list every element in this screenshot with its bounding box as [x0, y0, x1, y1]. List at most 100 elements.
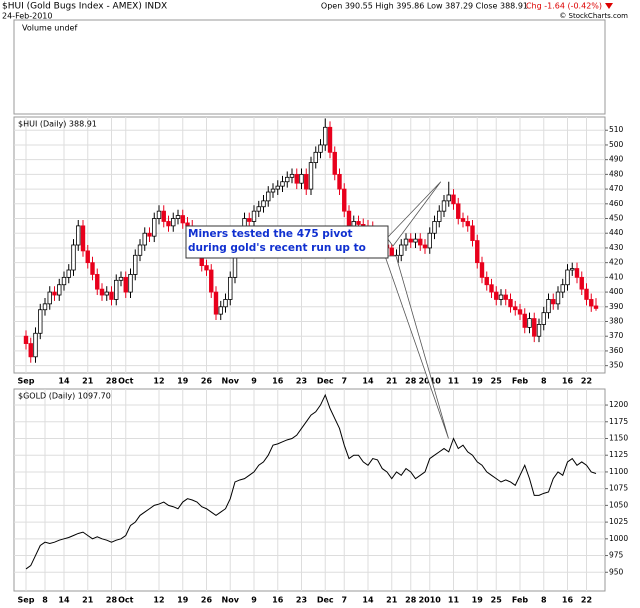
candle-body	[152, 218, 157, 237]
y-tick-label: 1075	[609, 484, 628, 493]
x-tick-label: 16	[562, 377, 574, 386]
x-tick-label: Sep	[18, 596, 35, 605]
x-tick-label: 21	[386, 596, 398, 605]
candle-body	[508, 299, 513, 308]
candle-body	[479, 262, 485, 278]
candle-body	[128, 274, 133, 293]
candle-body	[332, 151, 337, 175]
x-tick-label: 9	[251, 377, 257, 386]
x-tick-label: 22	[581, 377, 592, 386]
candle-body	[104, 291, 109, 296]
x-tick-label: 21	[386, 377, 398, 386]
x-tick-label: 23	[296, 596, 307, 605]
candle-body	[536, 324, 542, 337]
x-tick-label: 19	[472, 377, 484, 386]
candle-body	[432, 221, 437, 234]
candle-body	[280, 181, 285, 187]
y-tick-label: 440	[609, 228, 624, 237]
volume-panel	[13, 19, 606, 115]
x-tick-label: Dec	[317, 596, 334, 605]
candle-body	[418, 238, 423, 246]
annotation-box	[185, 225, 389, 259]
x-tick-label: Oct	[118, 377, 134, 386]
candle-body	[175, 215, 181, 219]
candle-body	[513, 306, 518, 311]
x-tick-label: 19	[177, 377, 189, 386]
candle-body	[180, 215, 185, 224]
candle-body	[403, 238, 409, 246]
x-tick-label: 16	[562, 596, 574, 605]
candle-body	[147, 232, 152, 237]
candle-body	[489, 284, 494, 293]
y-tick-label: 1200	[609, 400, 628, 409]
candle-body	[118, 276, 124, 281]
candle-body	[570, 268, 575, 271]
candle-body	[38, 309, 43, 334]
y-tick-label: 480	[609, 169, 624, 178]
annotation: Miners tested the 475 pivot during gold'…	[188, 228, 366, 257]
candle-body	[555, 291, 561, 305]
candle-body	[584, 288, 589, 300]
volume-label: Volume undef	[22, 24, 77, 33]
x-tick-label: 21	[82, 596, 94, 605]
x-tick-label: 11	[448, 377, 460, 386]
y-tick-label: 1100	[609, 467, 628, 476]
x-tick-label: 9	[251, 596, 257, 605]
candle-body	[204, 265, 209, 271]
x-tick-label: 21	[82, 377, 94, 386]
x-tick-label: 8	[42, 596, 48, 605]
candle-body	[408, 238, 413, 243]
candle-body	[142, 232, 147, 246]
candle-body	[66, 269, 71, 278]
y-tick-label: 430	[609, 243, 624, 252]
y-tick-label: 390	[609, 302, 624, 311]
x-tick-label: 7	[341, 596, 347, 605]
candle-body	[456, 203, 461, 219]
candle-body	[23, 335, 29, 344]
candle-body	[251, 210, 257, 222]
y-tick-label: 350	[609, 361, 624, 370]
candle-body	[80, 225, 86, 252]
y-tick-label: 1000	[609, 534, 628, 543]
candle-body	[593, 305, 599, 309]
y-tick-label: 470	[609, 184, 624, 193]
candle-body	[337, 173, 342, 190]
y-tick-label: 400	[609, 287, 624, 296]
candle-body	[522, 313, 527, 328]
x-tick-label: 14	[58, 596, 70, 605]
y-tick-label: 1050	[609, 500, 628, 509]
x-tick-label: 28	[405, 377, 417, 386]
candle-body	[313, 151, 318, 164]
x-tick-label: 25	[491, 596, 503, 605]
callout-pointer	[386, 181, 442, 247]
candle-body	[285, 176, 290, 183]
y-tick-label: 490	[609, 155, 624, 164]
candle-body	[503, 294, 508, 300]
candle-body	[99, 288, 105, 296]
x-tick-label: Dec	[317, 377, 334, 386]
candle-body	[546, 299, 551, 314]
candle-body	[437, 210, 442, 222]
candle-body	[42, 303, 48, 311]
candle-body	[52, 291, 57, 296]
x-tick-label: 12	[153, 377, 164, 386]
candle-body	[342, 188, 347, 212]
candle-body	[213, 291, 219, 315]
candle-body	[270, 188, 276, 193]
candle-body	[266, 191, 271, 202]
candle-body	[451, 194, 456, 205]
x-tick-label: Feb	[512, 596, 529, 605]
candle-body	[166, 221, 171, 227]
candle-body	[156, 210, 162, 219]
panel-label: $GOLD (Daily) 1097.70	[18, 392, 111, 401]
candle-body	[209, 269, 214, 293]
annotation-text: Miners tested the 475 pivot during gold'…	[188, 228, 366, 257]
y-tick-label: 500	[609, 140, 624, 149]
candle-body	[318, 144, 323, 153]
candle-body	[223, 299, 228, 308]
candle-body	[57, 284, 62, 296]
x-tick-label: 28	[106, 377, 118, 386]
x-tick-label: 14	[58, 377, 70, 386]
y-tick-label: 1175	[609, 417, 628, 426]
